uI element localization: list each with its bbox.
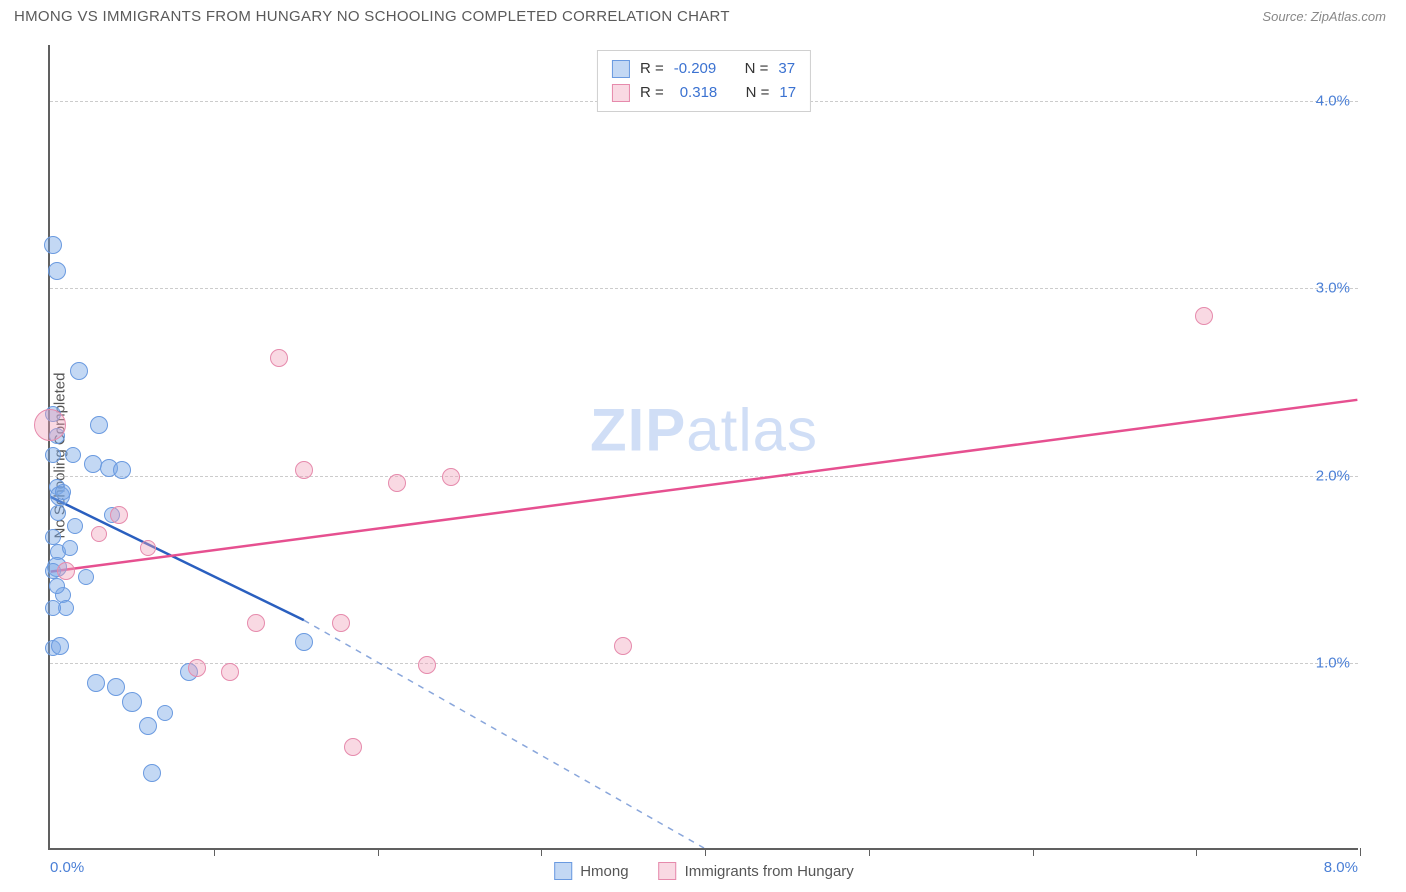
n-label: N = (745, 57, 769, 81)
scatter-point (55, 484, 71, 500)
scatter-point (45, 529, 61, 545)
scatter-point (107, 678, 125, 696)
swatch-hungary (612, 84, 630, 102)
gridline-h (50, 288, 1358, 289)
scatter-point (122, 692, 142, 712)
legend-label-hmong: Hmong (580, 863, 628, 880)
gridline-h (50, 663, 1358, 664)
y-tick-label: 2.0% (1316, 467, 1350, 484)
scatter-point (332, 614, 350, 632)
regression-lines-svg (50, 45, 1358, 848)
r-label: R = (640, 57, 664, 81)
scatter-point (62, 540, 78, 556)
scatter-point (48, 262, 66, 280)
x-tick (1196, 848, 1197, 856)
legend-label-hungary: Immigrants from Hungary (685, 863, 854, 880)
x-axis-min-label: 0.0% (50, 859, 84, 876)
stats-row-series-2: R = 0.318 N = 17 (612, 81, 796, 105)
y-tick-label: 4.0% (1316, 93, 1350, 110)
scatter-point (295, 633, 313, 651)
scatter-point (614, 637, 632, 655)
scatter-point (418, 656, 436, 674)
scatter-point (247, 614, 265, 632)
y-tick-label: 1.0% (1316, 654, 1350, 671)
x-tick (541, 848, 542, 856)
x-tick (1360, 848, 1361, 856)
x-tick (1033, 848, 1034, 856)
legend-swatch-hmong (554, 862, 572, 880)
scatter-point (34, 409, 66, 441)
r-label: R = (640, 81, 664, 105)
source-attribution: Source: ZipAtlas.com (1262, 9, 1386, 24)
scatter-point (57, 562, 75, 580)
y-tick-label: 3.0% (1316, 280, 1350, 297)
scatter-point (67, 518, 83, 534)
x-tick (378, 848, 379, 856)
scatter-point (139, 717, 157, 735)
scatter-point (65, 447, 81, 463)
swatch-hmong (612, 60, 630, 78)
x-tick (705, 848, 706, 856)
gridline-h (50, 476, 1358, 477)
legend-item-hmong: Hmong (554, 862, 628, 880)
scatter-point (51, 637, 69, 655)
legend-swatch-hungary (659, 862, 677, 880)
scatter-point (140, 540, 156, 556)
chart-header: HMONG VS IMMIGRANTS FROM HUNGARY NO SCHO… (0, 0, 1406, 29)
scatter-point (143, 764, 161, 782)
source-label: Source: (1262, 9, 1307, 24)
x-tick (869, 848, 870, 856)
scatter-point (50, 505, 66, 521)
scatter-point (45, 600, 61, 616)
scatter-point (1195, 307, 1213, 325)
scatter-point (295, 461, 313, 479)
scatter-point (157, 705, 173, 721)
scatter-point (344, 738, 362, 756)
x-tick (214, 848, 215, 856)
chart-title: HMONG VS IMMIGRANTS FROM HUNGARY NO SCHO… (14, 8, 730, 25)
stats-row-series-1: R = -0.209 N = 37 (612, 57, 796, 81)
n-value-2: 17 (779, 81, 796, 105)
source-name: ZipAtlas.com (1311, 9, 1386, 24)
n-value-1: 37 (778, 57, 795, 81)
r-value-1: -0.209 (674, 57, 717, 81)
watermark: ZIPatlas (590, 396, 818, 465)
scatter-point (78, 569, 94, 585)
scatter-point (84, 455, 102, 473)
n-label: N = (746, 81, 770, 105)
watermark-atlas: atlas (686, 397, 818, 464)
chart-plot-area: No Schooling Completed 1.0%2.0%3.0%4.0% … (48, 45, 1358, 850)
scatter-point (87, 674, 105, 692)
scatter-point (388, 474, 406, 492)
legend-item-hungary: Immigrants from Hungary (659, 862, 854, 880)
scatter-point (91, 526, 107, 542)
scatter-point (110, 506, 128, 524)
regression-line-solid (51, 400, 1358, 572)
scatter-point (221, 663, 239, 681)
scatter-point (44, 236, 62, 254)
correlation-stats-box: R = -0.209 N = 37 R = 0.318 N = 17 (597, 50, 811, 112)
scatter-point (90, 416, 108, 434)
bottom-legend: Hmong Immigrants from Hungary (554, 862, 854, 880)
scatter-point (113, 461, 131, 479)
scatter-point (70, 362, 88, 380)
scatter-point (442, 468, 460, 486)
watermark-zip: ZIP (590, 397, 686, 464)
regression-line-solid (51, 497, 304, 620)
scatter-point (49, 578, 65, 594)
scatter-point (45, 447, 61, 463)
regression-line-dashed (304, 620, 704, 848)
x-axis-max-label: 8.0% (1324, 859, 1358, 876)
scatter-point (188, 659, 206, 677)
scatter-point (270, 349, 288, 367)
r-value-2: 0.318 (674, 81, 718, 105)
